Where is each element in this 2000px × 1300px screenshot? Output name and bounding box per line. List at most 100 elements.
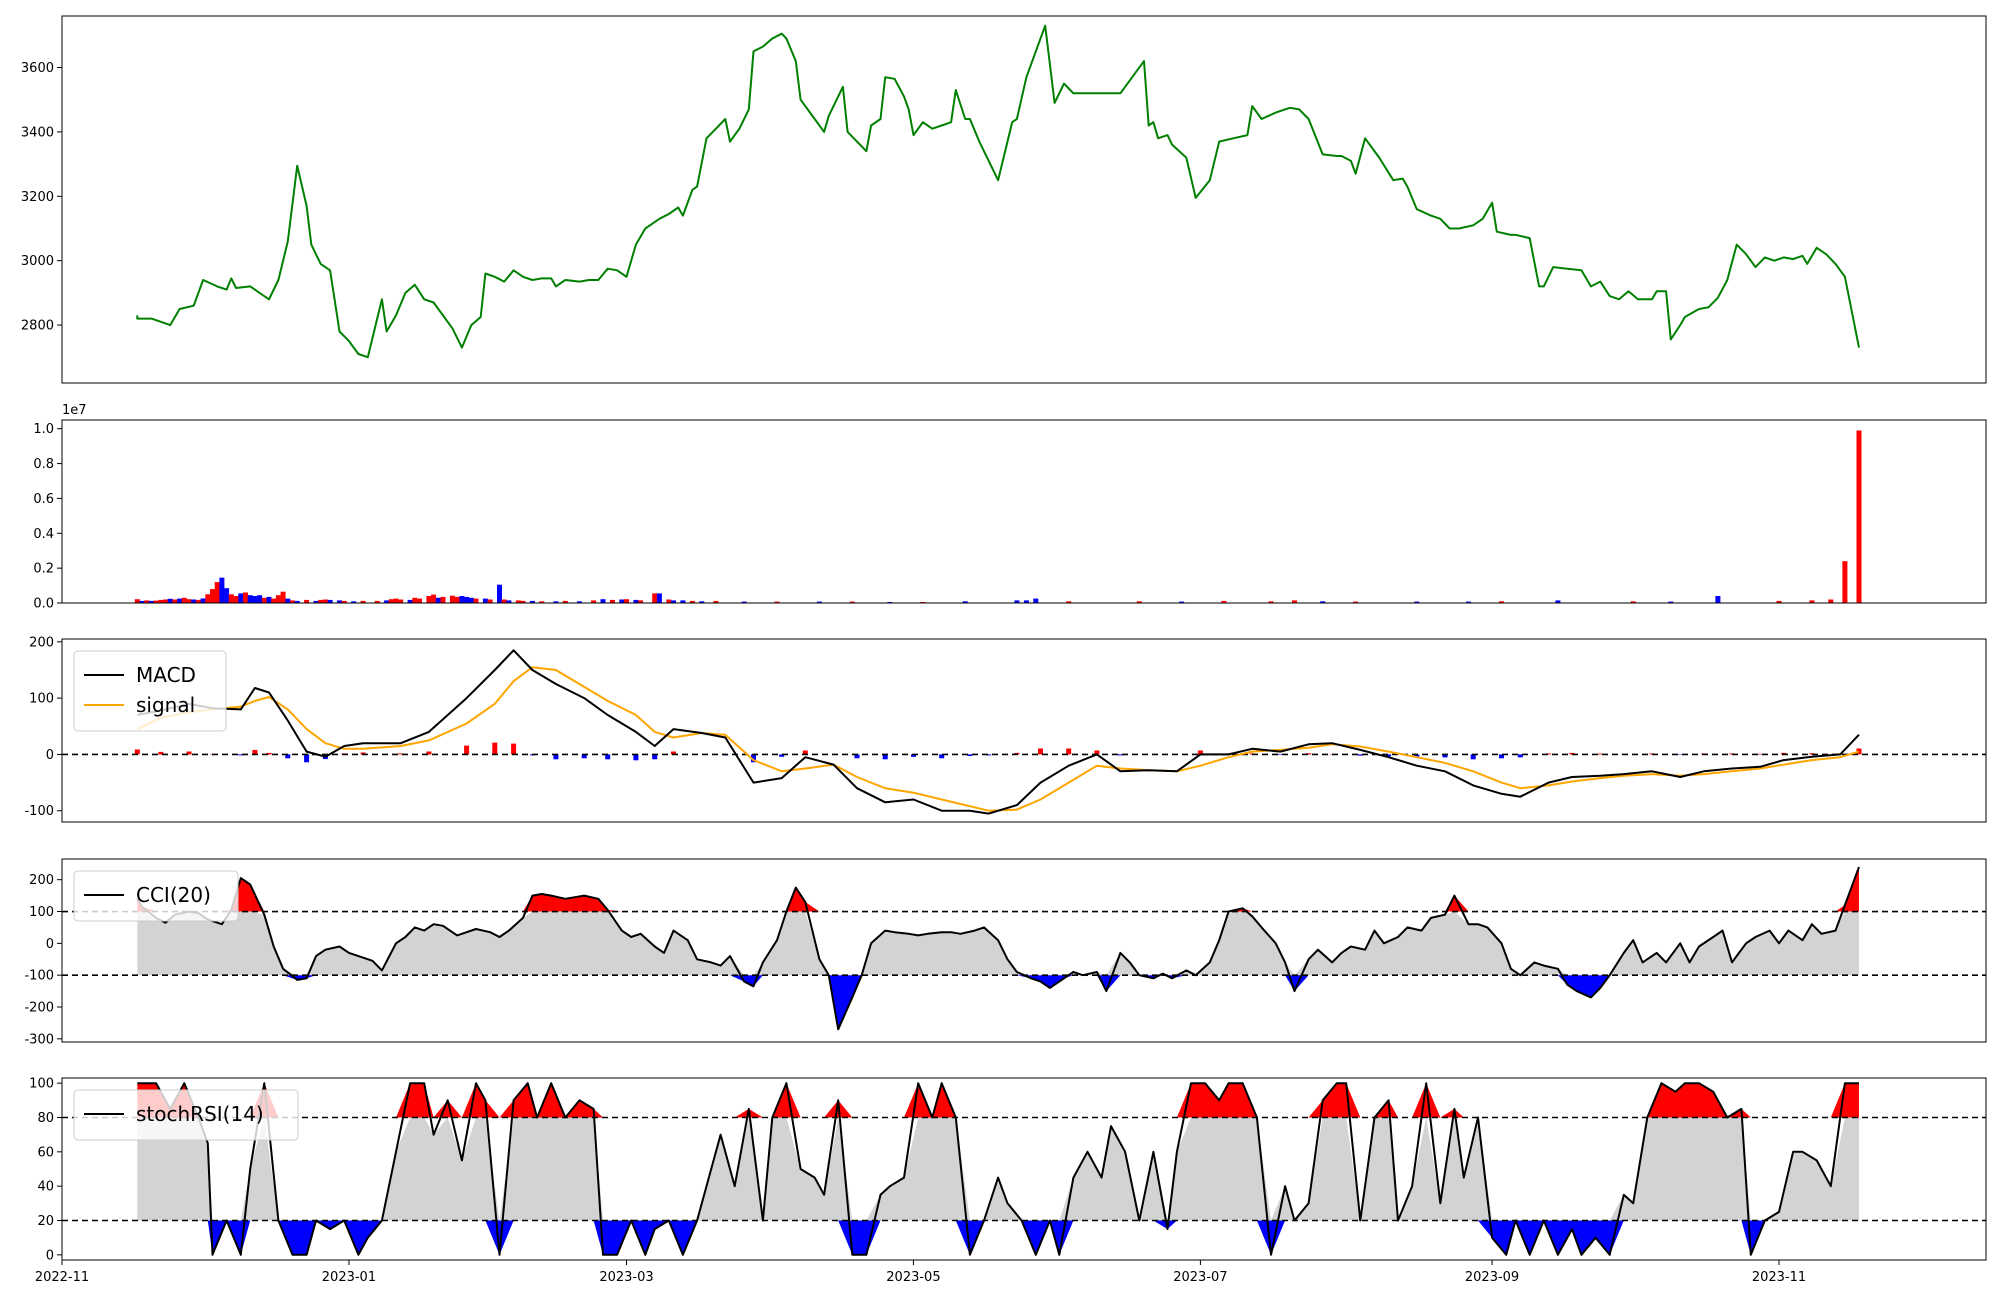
cci-line [136,866,1860,1031]
x-axis: 2022-11 2023-01 2023-03 2023-05 2023-07 2023-… [35,1260,1806,1285]
volume-bar [417,598,422,603]
volume-bar [148,600,154,603]
volume-bar [186,599,192,603]
volume-bar [487,599,493,603]
volume-bar [271,598,277,603]
volume-bar [280,591,286,603]
cci-legend-box [73,870,239,922]
macd-histogram-bar [304,754,310,763]
volume-bar [247,595,253,603]
volume-bar [562,600,568,603]
volume-bar [666,599,672,603]
volume-bar [205,594,211,603]
macd-histogram-bar [967,754,973,756]
macd-histogram-bar [652,754,658,760]
price-ytick-label: 3200 [21,190,54,205]
volume-bar [374,600,380,603]
volume-bar [440,596,446,603]
volume-bar [163,599,168,603]
volume-bar [609,599,615,603]
volume-bar [172,599,178,603]
stochrsi-legend-label: stochRSI(14) [136,1102,264,1126]
macd-histogram-bar [1470,754,1476,760]
volume-bar [243,592,248,603]
cci-neutral-band [137,911,1859,976]
volume-bar [1353,601,1359,603]
x-tick-label: 2022-11 [35,1270,89,1285]
volume-bar [1668,601,1674,603]
macd-histogram-bar [1038,748,1043,755]
volume-bar [214,582,220,603]
volume-bar [322,599,328,603]
volume-bar [1179,601,1185,603]
volume-bar [633,599,639,603]
cci-ytick-label: 200 [29,873,54,888]
macd-histogram-bar [511,743,517,755]
stochrsi-ytick-label: 60 [37,1145,54,1160]
volume-bar [431,594,437,603]
volume-bar [816,601,822,603]
macd-frame [61,638,1987,823]
volume-bar [144,600,150,603]
stochrsi-frame [61,1077,1987,1261]
cci-ytick-label: 0 [46,937,54,952]
volume-bar [224,588,230,603]
volume-bar [200,598,206,603]
price-ytick-label: 3000 [21,254,54,269]
volume-bar [699,601,705,603]
macd-histogram-bar [802,750,808,755]
volume-bar [233,596,239,603]
volume-bar [501,599,507,603]
macd-histogram-bar [633,754,639,761]
volume-bar [139,600,145,603]
cci-ytick-label: -300 [24,1032,54,1047]
macd-histogram-bar [779,754,785,757]
volume-bar [454,596,460,603]
stochrsi-ytick-label: 100 [29,1077,54,1092]
volume-bar [388,599,394,603]
volume-bar [327,599,333,603]
volume-bar [1715,596,1721,603]
macd-histogram-bar [605,754,611,760]
macd-histogram-bar [158,751,164,755]
macd-histogram-bar [581,754,587,759]
price-frame [61,15,1987,384]
cci-ytick-label: -100 [24,969,54,984]
macd-histogram-bar [1414,754,1420,758]
volume-bar [426,596,432,603]
macd-legend-box [73,650,227,732]
volume-bar [351,601,357,603]
volume-bar [219,577,225,603]
macd-ytick-label: 0 [46,748,54,763]
macd-histogram-bar [1856,748,1862,755]
volume-bar [774,601,780,603]
volume-bar [294,600,300,603]
volume-frame [61,419,1987,604]
macd-histogram-bar [1442,754,1448,758]
volume-bar [1856,430,1862,603]
stochrsi-ytick-label: 0 [46,1248,54,1263]
macd-histogram-bar [360,752,366,755]
volume-bar [341,600,347,603]
volume-bar [318,599,324,603]
x-tick-label: 2023-05 [886,1270,940,1285]
volume-bar [290,600,295,603]
volume-bar [398,599,404,603]
macd-histogram-bar [1597,753,1603,755]
volume-bar [849,601,855,603]
macd-histogram-bar [911,754,916,757]
stochrsi-neutral-band [137,1117,1859,1221]
volume-bar [1014,600,1020,603]
macd-histogram-bar [252,749,258,755]
macd-histogram-bar [1094,750,1100,755]
macd-histogram-bar [1357,754,1363,756]
macd-histogram-bar [1546,753,1551,755]
volume-bar [238,593,244,603]
x-tick-label: 2023-01 [322,1270,376,1285]
volume-ytick-label: 0.6 [33,492,54,507]
volume-bar [177,598,183,603]
macd-line [137,649,1860,815]
macd-histogram-bar [398,753,404,755]
volume-bar [134,599,140,603]
